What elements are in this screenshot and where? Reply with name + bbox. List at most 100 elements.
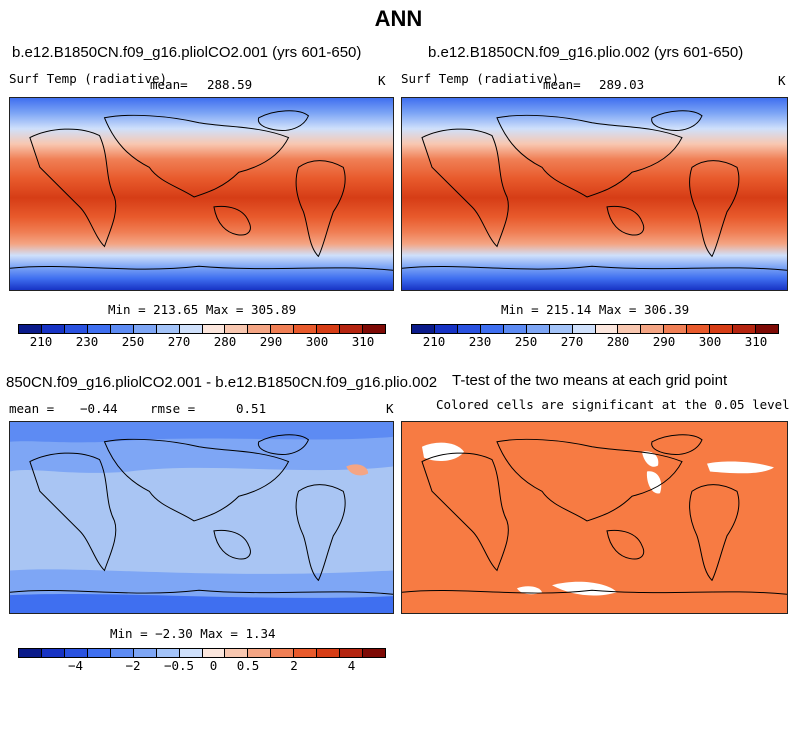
colorbar-swatch <box>641 325 665 333</box>
mean-label-left: mean= <box>150 77 188 92</box>
colorbar-swatch <box>294 649 318 657</box>
figure-title: ANN <box>374 6 423 31</box>
colorbar-tick-label: 310 <box>351 334 375 349</box>
colorbar-tick-label: 300 <box>698 334 722 349</box>
colorbar-swatch <box>710 325 734 333</box>
mean-label-right: mean= <box>543 77 581 92</box>
colorbar-swatch <box>618 325 642 333</box>
diff-mean-value: −0.44 <box>80 401 118 416</box>
colorbar-swatch <box>110 325 134 333</box>
colorbar-swatch <box>271 325 295 333</box>
case-title-right: b.e12.B1850CN.f09_g16.plio.002 (yrs 601-… <box>428 44 744 61</box>
colorbar-tick-label: 210 <box>29 334 53 349</box>
colorbar-tick-label: 0.5 <box>236 658 260 673</box>
colorbar-swatch <box>340 649 364 657</box>
variable-label-left: Surf Temp (radiative) <box>9 71 168 86</box>
colorbar-tick-label: 230 <box>468 334 492 349</box>
minmax-right: Min = 215.14 Max = 306.39 <box>501 302 690 317</box>
colorbar-tick-label: 250 <box>514 334 538 349</box>
colorbar-swatch <box>87 325 111 333</box>
colorbar-swatch <box>19 649 42 657</box>
colorbar-tick-label: 290 <box>259 334 283 349</box>
colorbar-tick-label: 230 <box>75 334 99 349</box>
colorbar-swatch <box>687 325 711 333</box>
colorbar-swatch <box>503 325 527 333</box>
colorbar-top-right <box>411 324 779 334</box>
units-right: K <box>778 73 786 88</box>
colorbar-swatch <box>41 649 65 657</box>
colorbar-swatch <box>457 325 481 333</box>
variable-label-right: Surf Temp (radiative) <box>401 71 560 86</box>
colorbar-swatch <box>572 325 596 333</box>
colorbar-swatch <box>412 325 435 333</box>
diff-mean-label: mean = <box>9 401 55 416</box>
colorbar-tick-label: 300 <box>305 334 329 349</box>
colorbar-difference <box>18 648 386 658</box>
units-left: K <box>378 73 386 88</box>
difference-arctic <box>10 422 393 443</box>
difference-warm-patch <box>346 464 369 476</box>
difference-antarctic <box>10 593 393 613</box>
coastlines <box>10 110 393 271</box>
colorbar-swatch <box>340 325 364 333</box>
colorbar-tick-label: 270 <box>167 334 191 349</box>
colorbar-swatch <box>756 325 778 333</box>
mean-value-right: 289.03 <box>599 77 645 92</box>
colorbar-swatch <box>41 325 65 333</box>
colorbar-swatch <box>549 325 573 333</box>
colorbar-swatch <box>225 325 249 333</box>
colorbar-tick-label: 210 <box>422 334 446 349</box>
diff-rmse-value: 0.51 <box>236 401 267 416</box>
colorbar-tick-label: 310 <box>744 334 768 349</box>
colorbar-tick-label: −2 <box>125 658 141 673</box>
case-title-left: b.e12.B1850CN.f09_g16.pliolCO2.001 (yrs … <box>12 44 362 61</box>
colorbar-swatch <box>363 649 385 657</box>
colorbar-swatch <box>664 325 688 333</box>
colorbar-swatch <box>317 325 341 333</box>
colorbar-swatch <box>733 325 757 333</box>
colorbar-tick-label: 2 <box>290 658 298 673</box>
colorbar-swatch <box>133 649 157 657</box>
diff-title: 850CN.f09_g16.pliolCO2.001 - b.e12.B1850… <box>6 374 438 391</box>
map-panel-top-left <box>9 97 394 291</box>
significance-field <box>402 422 787 613</box>
ttest-title: T-test of the two means at each grid poi… <box>452 372 728 389</box>
colorbar-swatch <box>202 325 226 333</box>
colorbar-swatch <box>248 325 272 333</box>
coastlines <box>402 110 787 271</box>
coastlines <box>402 434 787 595</box>
map-panel-difference <box>9 421 394 614</box>
colorbar-tick-label: 250 <box>121 334 145 349</box>
colorbar-swatch <box>64 325 88 333</box>
diff-units: K <box>386 401 394 416</box>
colorbar-top-left <box>18 324 386 334</box>
colorbar-swatch <box>179 649 203 657</box>
colorbar-swatch <box>526 325 550 333</box>
colorbar-swatch <box>317 649 341 657</box>
colorbar-swatch <box>271 649 295 657</box>
diff-minmax: Min = −2.30 Max = 1.34 <box>110 626 276 641</box>
minmax-left: Min = 213.65 Max = 305.89 <box>108 302 297 317</box>
colorbar-tick-label: 270 <box>560 334 584 349</box>
colorbar-swatch <box>595 325 619 333</box>
colorbar-tick-label: 290 <box>652 334 676 349</box>
colorbar-swatch <box>133 325 157 333</box>
colorbar-swatch <box>434 325 458 333</box>
colorbar-swatch <box>480 325 504 333</box>
colorbar-swatch <box>156 649 180 657</box>
colorbar-swatch <box>225 649 249 657</box>
colorbar-swatch <box>248 649 272 657</box>
colorbar-tick-label: 0 <box>209 658 218 673</box>
map-panel-ttest <box>401 421 788 614</box>
colorbar-tick-label: 280 <box>213 334 237 349</box>
colorbar-swatch <box>110 649 134 657</box>
colorbar-tick-label: −4 <box>67 658 84 673</box>
non-significant-cells <box>422 442 774 596</box>
colorbar-swatch <box>202 649 226 657</box>
mean-value-left: 288.59 <box>207 77 253 92</box>
coastlines <box>10 434 393 595</box>
colorbar-swatch <box>64 649 88 657</box>
colorbar-swatch <box>19 325 42 333</box>
colorbar-swatch <box>179 325 203 333</box>
colorbar-tick-label: 4 <box>347 658 356 673</box>
